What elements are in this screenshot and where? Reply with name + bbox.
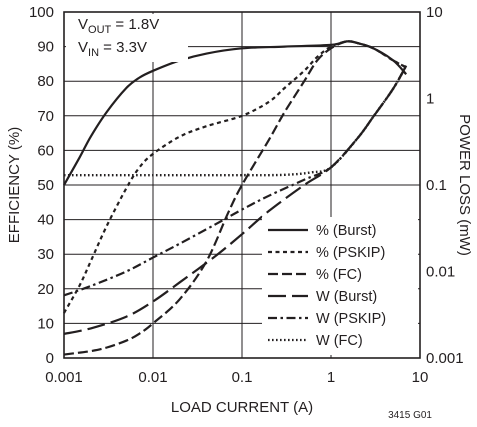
series-line-fc bbox=[63, 40, 407, 356]
vout-main: V bbox=[78, 16, 88, 33]
y-left-tick-label: 40 bbox=[37, 212, 54, 229]
y-left-tick-label: 70 bbox=[37, 108, 54, 125]
y-axis-left-title: EFFICIENCY (%) bbox=[6, 127, 23, 243]
x-tick-label: 1 bbox=[327, 369, 335, 386]
vout-sub: OUT bbox=[88, 24, 112, 36]
y-axis-right-title: POWER LOSS (mW) bbox=[456, 114, 473, 256]
y-right-tick-label: 0.1 bbox=[426, 177, 447, 194]
y-left-tick-label: 20 bbox=[37, 281, 54, 298]
figure-id: 3415 G01 bbox=[388, 410, 432, 421]
x-tick-label: 0.1 bbox=[232, 369, 253, 386]
legend-label-pskip: % (PSKIP) bbox=[316, 245, 385, 261]
y-right-tick-label: 10 bbox=[426, 4, 443, 21]
legend-background bbox=[262, 217, 418, 355]
series-line-w-burst bbox=[63, 65, 408, 335]
y-right-tick-label: 0.01 bbox=[426, 264, 455, 281]
x-tick-label: 0.001 bbox=[45, 369, 83, 386]
legend-label-w-burst: W (Burst) bbox=[316, 289, 377, 305]
vin-sub: IN bbox=[88, 47, 99, 59]
series-line-w-pskip bbox=[63, 65, 408, 297]
vout-rest: = 1.8V bbox=[111, 16, 159, 33]
y-left-tick-label: 80 bbox=[37, 73, 54, 90]
legend: % (Burst) % (PSKIP) % (FC) W (Burst) W (PSKI… bbox=[262, 217, 418, 355]
y-left-tick-label: 60 bbox=[37, 142, 54, 159]
legend-label-burst: % (Burst) bbox=[316, 223, 376, 239]
vout-annotation: VOUT = 1.8V bbox=[78, 16, 159, 36]
y-left-tick-label: 30 bbox=[37, 246, 54, 263]
tick-labels: 0 10 20 30 40 50 60 70 80 90 100 0.001 0.01 0.1 1 10 0.0… bbox=[29, 4, 464, 386]
vin-main: V bbox=[78, 39, 88, 56]
x-tick-label: 10 bbox=[412, 369, 429, 386]
y-left-tick-label: 90 bbox=[37, 39, 54, 56]
annotation-background bbox=[66, 14, 188, 62]
vin-rest: = 3.3V bbox=[99, 39, 147, 56]
legend-label-w-fc: W (FC) bbox=[316, 333, 363, 349]
y-left-tick-label: 50 bbox=[37, 177, 54, 194]
legend-label-w-pskip: W (PSKIP) bbox=[316, 311, 386, 327]
y-left-tick-label: 100 bbox=[29, 4, 54, 21]
y-right-tick-label: 1 bbox=[426, 91, 434, 108]
series-line-w-fc bbox=[64, 65, 408, 177]
legend-label-fc: % (FC) bbox=[316, 267, 362, 283]
series-line-burst bbox=[63, 40, 408, 186]
y-right-tick-label: 0.001 bbox=[426, 350, 464, 367]
y-left-tick-label: 0 bbox=[46, 350, 54, 367]
x-tick-label: 0.01 bbox=[138, 369, 167, 386]
x-axis-title: LOAD CURRENT (A) bbox=[171, 399, 313, 416]
series-lines bbox=[63, 40, 408, 356]
vin-annotation: VIN = 3.3V bbox=[78, 39, 147, 59]
y-left-tick-label: 10 bbox=[37, 315, 54, 332]
